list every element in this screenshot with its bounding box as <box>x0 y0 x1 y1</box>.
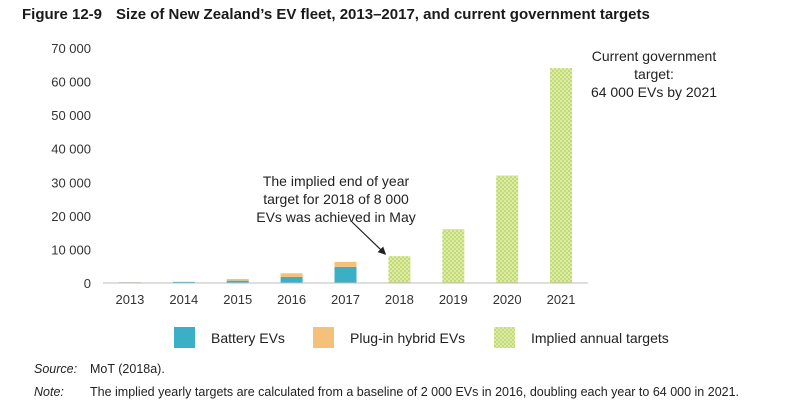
legend-swatch-battery-evs <box>174 327 195 348</box>
y-tick-label: 10 000 <box>51 242 91 257</box>
annotation-2018-arrow <box>351 221 387 255</box>
y-tick-label: 60 000 <box>51 75 91 90</box>
x-tick-label: 2016 <box>277 292 306 307</box>
annotation-2018-text: The implied end of year <box>263 173 410 189</box>
x-tick-label: 2017 <box>331 292 360 307</box>
bar-battery-evs <box>172 281 195 283</box>
bar-plug-in-hybrid-evs <box>226 278 249 281</box>
legend-item-battery-evs: Battery EVs <box>174 327 285 348</box>
x-tick-label: 2013 <box>115 292 144 307</box>
legend-label-plug-in-hybrid-evs: Plug-in hybrid EVs <box>350 329 466 346</box>
figure-title: Figure 12-9 Size of New Zealand’s EV flee… <box>22 6 650 23</box>
y-tick-label: 50 000 <box>51 108 91 123</box>
bar-implied-annual-target <box>496 175 519 283</box>
annotation-2018-text: EVs was achieved in May <box>256 209 416 225</box>
bar-battery-evs <box>280 276 303 283</box>
figure-title-text: Size of New Zealand’s EV fleet, 2013–201… <box>116 6 650 23</box>
y-axis: 0 10 000 20 000 30 000 40 000 50 000 60 000 70 … <box>51 41 91 291</box>
bar-battery-evs <box>334 266 357 283</box>
bar-implied-annual-target <box>442 229 465 283</box>
bars <box>118 68 573 284</box>
annotation-2021-text: target: <box>634 66 674 82</box>
legend-label-implied-annual-targets: Implied annual targets <box>531 329 669 346</box>
source-line: Source: MoT (2018a). <box>34 362 165 376</box>
source-label: Source: <box>34 362 78 376</box>
bar-battery-evs <box>226 280 249 283</box>
x-tick-label: 2018 <box>385 292 414 307</box>
annotation-2021-text: Current government <box>592 48 717 64</box>
y-tick-label: 70 000 <box>51 41 91 56</box>
legend-label-battery-evs: Battery EVs <box>211 329 285 346</box>
x-tick-label: 2021 <box>547 292 576 307</box>
y-tick-label: 0 <box>84 276 91 291</box>
source-text: MoT (2018a). <box>90 362 165 376</box>
legend-item-implied-annual-targets: Implied annual targets <box>494 327 669 348</box>
note-label: Note: <box>34 385 64 399</box>
bar-implied-annual-target <box>388 256 411 283</box>
bar-plug-in-hybrid-evs <box>280 273 303 277</box>
x-tick-label: 2019 <box>439 292 468 307</box>
bar-plug-in-hybrid-evs <box>334 261 357 267</box>
note-text: The implied yearly targets are calculate… <box>90 385 740 399</box>
y-tick-label: 30 000 <box>51 175 91 190</box>
y-tick-label: 40 000 <box>51 142 91 157</box>
legend-swatch-plug-in-hybrid-evs <box>313 327 334 348</box>
x-tick-label: 2020 <box>493 292 522 307</box>
figure-number: Figure 12-9 <box>22 6 103 23</box>
x-tick-label: 2014 <box>169 292 198 307</box>
y-tick-label: 20 000 <box>51 209 91 224</box>
annotations: The implied end of year target for 2018 o… <box>256 48 717 255</box>
bar-implied-annual-target <box>550 68 573 284</box>
legend-swatch-implied-annual-targets <box>494 327 515 348</box>
note-line: Note: The implied yearly targets are calc… <box>34 385 739 399</box>
annotation-2018-text: target for 2018 of 8 000 <box>263 191 409 207</box>
legend-item-plug-in-hybrid-evs: Plug-in hybrid EVs <box>313 327 465 348</box>
x-tick-label: 2015 <box>223 292 252 307</box>
annotation-2021-text: 64 000 EVs by 2021 <box>591 84 717 100</box>
x-axis: 2013 2014 2015 2016 2017 2018 2019 2020 2021 <box>103 282 588 307</box>
ev-fleet-chart: 0 10 000 20 000 30 000 40 000 50 000 60 000 70 … <box>51 41 717 307</box>
